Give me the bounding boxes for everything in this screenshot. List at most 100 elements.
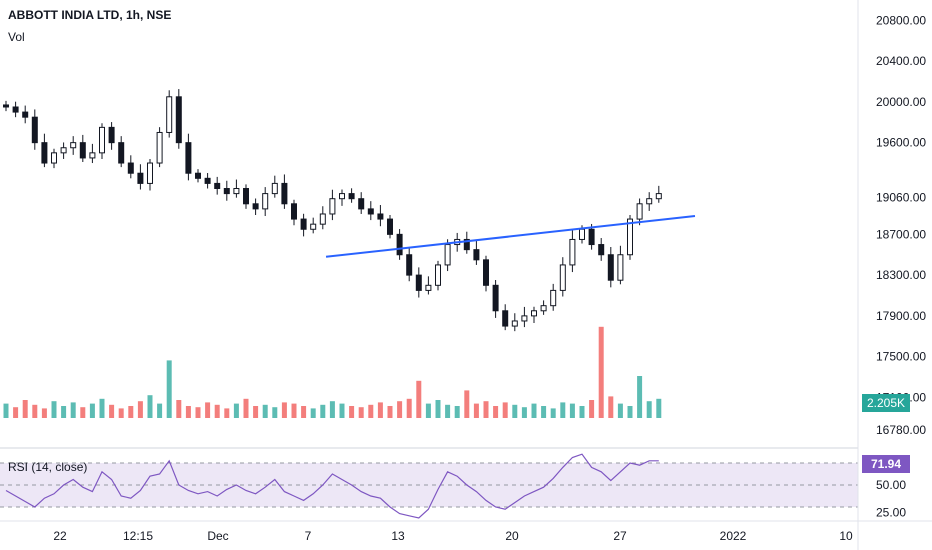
volume-bar: [291, 403, 297, 418]
volume-bar: [627, 406, 633, 418]
volume-bar: [13, 407, 19, 418]
candle-body: [655, 193, 662, 200]
candle-body: [483, 259, 489, 286]
volume-bar: [397, 401, 403, 418]
candle-body: [22, 111, 29, 118]
volume-bar: [637, 376, 643, 418]
volume-last-badge: 2.205K: [862, 394, 910, 412]
candle-body: [598, 244, 605, 256]
candle-body: [185, 142, 192, 174]
candle-body: [531, 310, 537, 317]
candle-body: [588, 228, 595, 246]
time-tick-label: 2022: [720, 529, 747, 543]
volume-bar: [3, 403, 9, 418]
volume-bars: [3, 326, 662, 418]
volume-bar: [579, 406, 585, 418]
time-tick-label: 10: [839, 529, 853, 543]
volume-bar: [531, 403, 537, 418]
candle-body: [444, 244, 451, 266]
candle-body: [271, 182, 278, 195]
candle-body: [262, 193, 269, 210]
candle-body: [118, 142, 125, 164]
volume-bar: [406, 398, 412, 418]
candle-body: [579, 228, 585, 240]
candle-body: [339, 193, 345, 200]
candle-body: [406, 254, 413, 276]
volume-bar: [387, 406, 393, 418]
time-tick-label: 22: [53, 529, 67, 543]
candle-body: [559, 264, 566, 291]
chart-title: ABBOTT INDIA LTD, 1h, NSE: [8, 8, 172, 22]
candle-body: [3, 104, 9, 108]
volume-bar: [445, 404, 451, 418]
volume-bar: [368, 404, 374, 418]
price-tick-label: 20000.00: [876, 95, 926, 109]
volume-bar: [205, 402, 211, 418]
volume-bar: [617, 403, 623, 418]
candle-body: [310, 223, 317, 230]
volume-bar: [109, 404, 115, 418]
time-tick-label: 7: [305, 529, 312, 543]
candle-body: [473, 249, 480, 261]
price-tick-label: 18300.00: [876, 268, 926, 282]
candle-body: [175, 96, 182, 144]
candle-body: [89, 152, 96, 159]
volume-bar: [61, 406, 67, 418]
candle-body: [99, 126, 105, 154]
rsi-axis: 50.00 25.00: [876, 478, 906, 520]
volume-bar: [425, 403, 431, 418]
volume-bar: [493, 406, 499, 418]
candle-body: [166, 96, 173, 133]
candle-body: [233, 188, 240, 195]
rsi-band: [0, 462, 858, 508]
trendline[interactable]: [325, 215, 696, 258]
candle-body: [425, 284, 432, 291]
candle-body: [252, 203, 259, 210]
volume-bar: [262, 404, 268, 418]
volume-bar: [358, 407, 364, 418]
candle-body: [195, 172, 201, 179]
candle-body: [358, 198, 365, 210]
time-tick-label: 20: [505, 529, 519, 543]
candle-body: [627, 218, 633, 256]
candle-body: [214, 182, 221, 190]
candle-body: [415, 274, 422, 291]
volume-bar: [550, 408, 556, 418]
volume-bar: [128, 406, 134, 418]
volume-bar: [320, 404, 326, 418]
volume-bar: [70, 402, 76, 418]
volume-bar: [243, 398, 249, 418]
candle-body: [31, 116, 38, 144]
candle-body: [511, 320, 518, 327]
volume-bar: [157, 403, 163, 418]
volume-bar: [80, 407, 86, 418]
volume-bar: [272, 407, 278, 418]
candle-body: [435, 264, 441, 286]
volume-bar: [502, 402, 508, 418]
candle-body: [60, 147, 67, 154]
price-tick-label: 19600.00: [876, 136, 926, 150]
candle-body: [51, 152, 57, 164]
time-tick-label: 27: [613, 529, 627, 543]
volume-bar: [51, 401, 57, 418]
volume-bar: [656, 398, 662, 418]
volume-bar: [541, 406, 547, 418]
rsi-tick-label: 25.00: [876, 506, 906, 520]
candle-body: [387, 218, 393, 235]
rsi-tick-label: 50.00: [876, 478, 906, 492]
candle-body: [540, 305, 547, 312]
volume-bar: [416, 380, 422, 418]
volume-bar: [147, 395, 153, 418]
volume-bar: [560, 402, 566, 418]
candle-body: [550, 289, 557, 307]
candle-body: [243, 188, 249, 205]
time-tick-label: Dec: [207, 529, 228, 543]
price-tick-label: 17500.00: [876, 350, 926, 364]
volume-bar: [589, 400, 595, 418]
volume-bar: [118, 408, 124, 418]
volume-bar: [521, 407, 527, 418]
volume-bar: [166, 360, 172, 418]
volume-bar: [598, 326, 604, 418]
price-tick-label: 20800.00: [876, 13, 926, 27]
volume-bar: [329, 401, 335, 418]
